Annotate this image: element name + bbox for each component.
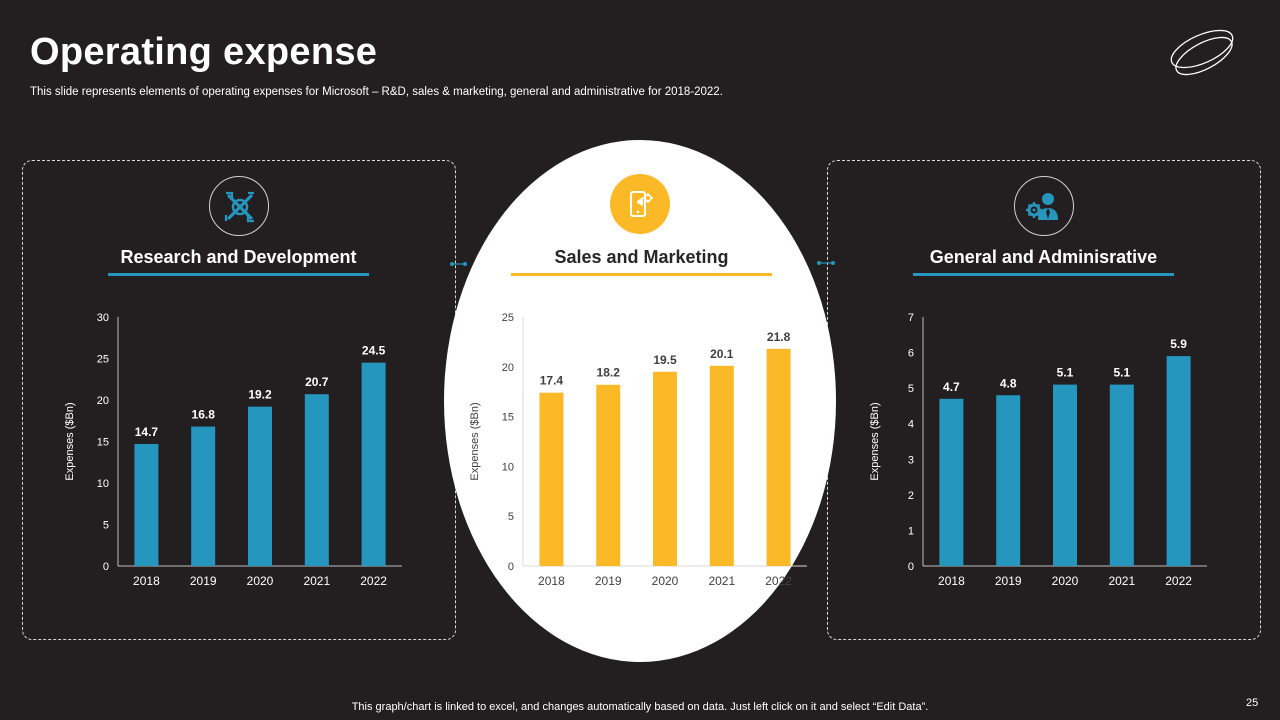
ga-bar — [996, 395, 1021, 566]
rd-y-tick-label: 20 — [97, 395, 109, 407]
ga-heading: General and Adminisrative — [929, 247, 1158, 267]
rd-bar — [361, 362, 386, 566]
rd-x-tick-label: 2020 — [247, 574, 274, 588]
ga-bar — [1166, 356, 1191, 566]
sm-y-tick-label: 10 — [502, 461, 514, 473]
sm-bar — [653, 371, 677, 566]
ga-y-tick-label: 2 — [908, 490, 914, 502]
page-title: Operating expense — [30, 31, 378, 73]
sm-heading-underline — [511, 273, 772, 276]
ga-icon-badge — [1014, 176, 1074, 236]
rd-y-tick-label: 15 — [97, 437, 109, 449]
ga-heading-underline — [913, 273, 1174, 276]
ga-bar-chart: 0 1 2 3 4 5 6 7 Expenses ($Bn) 4.7 2018 4.8 2019 5.1 2… — [869, 312, 1207, 588]
sm-x-tick-label: 2021 — [708, 574, 735, 588]
rd-bar — [134, 443, 159, 566]
connector-left — [450, 262, 467, 266]
footer-note: This graph/chart is linked to excel, and… — [351, 701, 929, 713]
rd-data-label: 16.8 — [192, 408, 216, 422]
sm-y-tick-label: 0 — [508, 561, 514, 573]
ga-bar — [1109, 384, 1134, 566]
ga-data-label: 4.7 — [943, 380, 960, 394]
sm-y-tick-label: 20 — [502, 362, 514, 374]
rd-bar — [304, 394, 329, 566]
sm-bar-chart: 0 5 10 15 20 25 Expenses ($Bn) 17.4 2018 18.2 2019… — [469, 312, 807, 588]
ga-y-tick-label: 6 — [908, 348, 914, 360]
rd-y-tick-label: 5 — [103, 520, 109, 532]
ga-data-label: 5.9 — [1170, 337, 1187, 351]
rd-y-axis-label: Expenses ($Bn) — [64, 402, 76, 480]
sm-bar — [596, 384, 621, 566]
connector-right — [817, 261, 835, 265]
rd-data-label: 19.2 — [248, 388, 272, 402]
ga-y-tick-label: 4 — [908, 419, 914, 431]
ga-y-axis-label: Expenses ($Bn) — [869, 402, 881, 480]
rd-tools-icon — [224, 191, 254, 223]
rd-bar-chart: 0 5 10 15 20 25 30 Expenses ($Bn) 14.7 2018 16.8 20… — [64, 312, 402, 588]
sm-x-tick-label: 2019 — [595, 574, 622, 588]
ga-data-label: 5.1 — [1113, 366, 1130, 380]
sm-data-label: 19.5 — [653, 353, 677, 367]
sm-x-tick-label: 2020 — [652, 574, 679, 588]
rd-y-tick-label: 0 — [103, 561, 109, 573]
sm-data-label: 18.2 — [597, 366, 621, 380]
ga-data-label: 5.1 — [1057, 366, 1074, 380]
sm-y-axis-label: Expenses ($Bn) — [469, 402, 481, 480]
ga-bar — [939, 398, 964, 566]
rd-x-tick-label: 2021 — [303, 574, 330, 588]
sm-x-tick-label: 2018 — [538, 574, 565, 588]
sm-bar — [766, 348, 791, 566]
rd-x-tick-label: 2022 — [360, 574, 387, 588]
rd-data-label: 24.5 — [362, 344, 386, 358]
ga-y-tick-label: 1 — [908, 525, 914, 537]
admin-person-gear-icon — [1026, 193, 1058, 220]
logo-ellipses-icon — [1170, 29, 1234, 76]
sm-bar — [709, 365, 734, 566]
ga-y-tick-label: 0 — [908, 561, 914, 573]
ga-x-tick-label: 2022 — [1165, 574, 1192, 588]
rd-icon-badge — [209, 176, 269, 236]
ga-y-tick-label: 7 — [908, 312, 914, 324]
rd-data-label: 20.7 — [305, 375, 329, 389]
sm-icon-badge — [610, 174, 670, 234]
rd-x-tick-label: 2019 — [190, 574, 217, 588]
ga-x-tick-label: 2021 — [1108, 574, 1135, 588]
ga-data-label: 4.8 — [1000, 376, 1017, 390]
ga-x-tick-label: 2019 — [995, 574, 1022, 588]
sm-heading: Sales and Marketing — [554, 247, 729, 267]
sm-bar — [539, 392, 564, 566]
rd-y-tick-label: 30 — [97, 312, 109, 324]
rd-y-tick-label: 10 — [97, 478, 109, 490]
sm-x-tick-label: 2022 — [765, 574, 792, 588]
sm-data-label: 20.1 — [710, 347, 734, 361]
sm-y-tick-label: 25 — [502, 312, 514, 324]
rd-heading: Research and Development — [120, 247, 357, 267]
ga-x-tick-label: 2020 — [1052, 574, 1079, 588]
ga-x-tick-label: 2018 — [938, 574, 965, 588]
sm-y-tick-label: 15 — [502, 412, 514, 424]
mobile-marketing-icon — [630, 191, 653, 217]
page-number: 25 — [1246, 697, 1259, 709]
rd-bar — [191, 426, 216, 566]
sm-data-label: 21.8 — [767, 330, 791, 344]
sm-data-label: 17.4 — [540, 374, 564, 388]
rd-y-tick-label: 25 — [97, 354, 109, 366]
page-subtitle: This slide represents elements of operat… — [30, 86, 723, 98]
sm-y-tick-label: 5 — [508, 511, 514, 523]
ga-y-tick-label: 3 — [908, 454, 914, 466]
rd-x-tick-label: 2018 — [133, 574, 160, 588]
rd-bar — [248, 406, 272, 566]
ga-y-tick-label: 5 — [908, 383, 914, 395]
ga-bar — [1053, 384, 1077, 566]
rd-data-label: 14.7 — [135, 425, 159, 439]
rd-heading-underline — [108, 273, 369, 276]
